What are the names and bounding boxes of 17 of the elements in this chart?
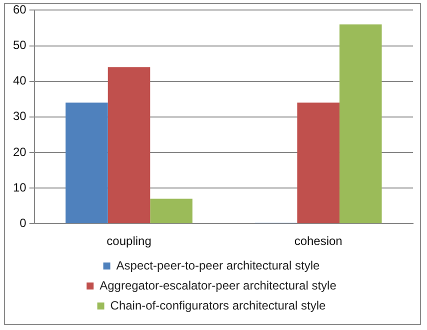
bar xyxy=(108,67,150,224)
y-tick-label: 0 xyxy=(20,216,27,230)
y-tick-label: 40 xyxy=(12,74,27,88)
y-tick-label: 50 xyxy=(12,38,27,52)
legend-label: Chain-of-configurators architectural style xyxy=(110,298,326,312)
legend-label: Aspect-peer-to-peer architectural style xyxy=(116,258,320,272)
bar xyxy=(150,198,192,224)
y-tick-label: 60 xyxy=(12,2,27,17)
bar xyxy=(66,102,108,224)
x-tick-label: coupling xyxy=(106,234,152,248)
legend-label: Aggregator-escalator-peer architectural style xyxy=(100,278,337,292)
y-tick-label: 20 xyxy=(12,144,27,159)
x-tick-label: cohesion xyxy=(294,234,342,248)
y-tick-label: 10 xyxy=(12,180,27,194)
bar xyxy=(297,102,340,224)
y-tick-label: 30 xyxy=(12,109,27,124)
bar xyxy=(339,24,382,224)
